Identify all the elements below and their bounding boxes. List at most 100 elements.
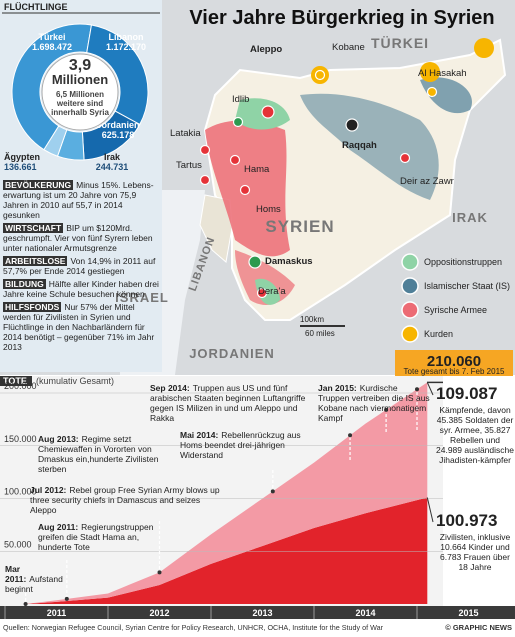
region-label: IRAK — [452, 210, 488, 225]
end-value-label: 100.973 — [436, 511, 498, 530]
legend-swatch — [401, 301, 419, 319]
y-tick-label: 150.000 — [4, 434, 37, 444]
credit: © GRAPHIC NEWS — [445, 623, 512, 632]
year-axis-band — [0, 606, 515, 619]
pie-title: FLÜCHTLINGE — [4, 2, 68, 12]
city-marker — [314, 69, 326, 81]
y-tick-label: 100.000 — [4, 487, 37, 497]
city-label: Deir az Zawr — [400, 176, 454, 187]
center-unit: Millionen — [52, 72, 108, 87]
annotation-dot — [415, 387, 419, 392]
fact-label: BILDUNG — [3, 279, 46, 289]
fact-text: BIP um $120Mrd. geschrumpft. Vier von fü… — [3, 223, 153, 253]
fact: WIRTSCHAFT BIP um $120Mrd. geschrumpft. V… — [3, 223, 160, 253]
slice-label: Jordanien — [96, 120, 139, 130]
annotation-date: Mai 2014: — [180, 430, 219, 440]
annotation-dot — [270, 489, 275, 494]
region-label: ISRAEL — [115, 290, 169, 305]
annotation-date: Mar 2011: — [5, 564, 27, 584]
region-label: JORDANIEN — [189, 346, 275, 361]
fact-text: Hälfte aller Kinder haben drei Jahre kei… — [3, 279, 159, 299]
pie-center — [41, 53, 119, 131]
total-box — [395, 350, 513, 376]
city-label: Damaskus — [265, 256, 313, 267]
fact-label: BEVÖLKERUNG — [3, 180, 74, 190]
end-note: Zivilisten, inklusive 10.664 Kinder und … — [439, 532, 511, 572]
annotation: Sep 2014: Truppen aus US und fünf arabisc… — [150, 383, 315, 423]
end-note: Kämpfende, davon 45.385 Soldaten der syr… — [436, 405, 514, 465]
legend-swatch — [401, 325, 419, 343]
x-tick-label: 2015 — [458, 608, 478, 618]
fact-text: Minus 15%. Lebens-erwartung ist um 20 Ja… — [3, 180, 154, 220]
region-label: TÜRKEI — [371, 35, 429, 51]
city-label: Tartus — [176, 160, 202, 171]
slice-value: 244.731 — [96, 162, 129, 172]
x-tick-label: 2012 — [149, 608, 169, 618]
fact-label: HILFSFONDS — [3, 302, 62, 312]
annotation: Jan 2015: Kurdische Truppen vertreiben di… — [318, 383, 430, 423]
pie-slice — [43, 125, 68, 157]
city-marker — [199, 144, 211, 156]
annotation-dot — [64, 596, 69, 601]
annotation-dot — [384, 407, 389, 412]
slice-value: 625.178 — [102, 130, 135, 140]
city-marker — [399, 152, 411, 164]
city-marker — [426, 86, 438, 98]
x-tick-label: 2013 — [252, 608, 272, 618]
legend-swatch — [401, 253, 419, 271]
scale-mi: 60 miles — [305, 329, 335, 338]
center-note: 6,5 Millionen weitere sind innerhalb Syr… — [51, 90, 109, 117]
total-value: 210.060 — [427, 353, 481, 370]
annotation-text: Rebel group Free Syrian Army blows up th… — [30, 485, 220, 515]
annotation-text: Aufstand beginnt — [5, 574, 63, 594]
legend-label: Syrische Armee — [424, 305, 487, 315]
city-label: Raqqah — [342, 140, 377, 151]
area — [25, 497, 428, 604]
annotation-date: Aug 2013: — [38, 434, 79, 444]
fact: HILFSFONDS Nur 57% der Mittel werden für … — [3, 302, 160, 352]
annotation-date: Jul 2012: — [30, 485, 67, 495]
slice-value: 136.661 — [4, 162, 37, 172]
annotation-text: Kurdische Truppen vertreiben die IS aus … — [318, 383, 430, 423]
end-marker — [426, 497, 434, 523]
chart-title: TOTE — [3, 376, 27, 386]
annotation: Aug 2013: Regime setzt Chemiewaffen in Vo… — [38, 434, 173, 474]
fact-text: Nur 57% der Mittel werden für Zivilisten… — [3, 302, 155, 352]
y-tick-label: 50.000 — [4, 539, 32, 549]
annotation-date: Aug 2011: — [38, 522, 79, 532]
city-marker — [199, 174, 211, 186]
fact: ARBEITSLOSE Von 14,9% in 2011 auf 57,7% p… — [3, 256, 160, 276]
city-label: Aleppo — [250, 44, 282, 55]
area — [25, 382, 428, 604]
annotation: Mai 2014: Rebellenrückzug aus Homs beende… — [180, 430, 315, 460]
slice-label: Libanon — [109, 32, 144, 42]
scale-km: 100km — [300, 315, 324, 324]
annotation-date: Sep 2014: — [150, 383, 190, 393]
city-label: Dera'a — [258, 286, 286, 297]
center-value: 3,9 — [69, 57, 91, 74]
fact: BILDUNG Hälfte aller Kinder haben drei Ja… — [3, 279, 160, 299]
control-areas — [205, 38, 494, 305]
annotation-dot — [23, 602, 28, 606]
sources: Quellen: Norwegian Refugee Council, Syri… — [3, 623, 384, 632]
total-note: Tote gesamt bis 7. Feb 2015 — [404, 367, 506, 376]
city-marker — [239, 184, 251, 196]
city-label: Al Hasakah — [418, 68, 467, 79]
slice-value: 1.172.170 — [106, 42, 146, 52]
annotation: Mar 2011: Aufstand beginnt — [5, 564, 63, 594]
annotation-text: Regierungstruppen greifen die Stadt Hama… — [38, 522, 154, 552]
city-label: Hama — [244, 164, 270, 175]
city-label: Idlib — [232, 94, 249, 105]
legend-label: Oppositionstruppen — [424, 257, 502, 267]
y-tick-label: 200.000 — [4, 381, 37, 391]
end-marker — [426, 382, 434, 396]
annotation-text: Regime setzt Chemiewaffen in Vororten vo… — [38, 434, 159, 474]
fact: BEVÖLKERUNG Minus 15%. Lebens-erwartung i… — [3, 180, 160, 220]
slice-label: Ägypten — [4, 152, 40, 162]
x-tick-label: 2011 — [47, 608, 67, 618]
fact-text: Von 14,9% in 2011 auf 57,7% per Ende 201… — [3, 256, 156, 276]
annotation: Jul 2012: Rebel group Free Syrian Army bl… — [30, 485, 226, 515]
city-label: Latakia — [170, 128, 201, 139]
